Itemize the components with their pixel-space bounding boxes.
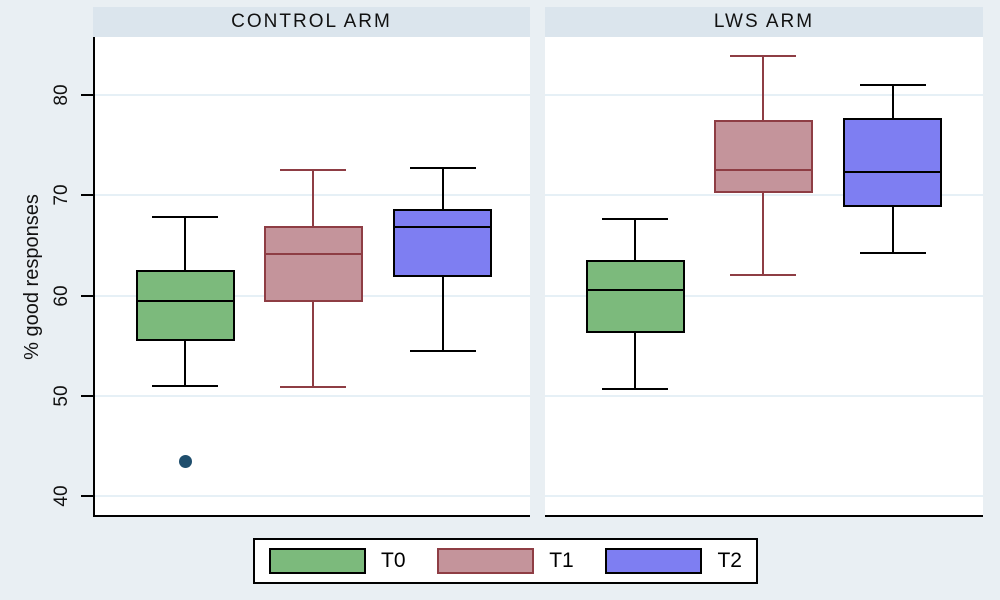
boxplot-t1-control-arm-box (263, 226, 363, 302)
boxplot-t0-lws-arm-box (585, 259, 685, 333)
t0-swatch (269, 548, 366, 574)
boxplot-t2-lws-arm-median (843, 171, 942, 174)
legend-item-t1: T1 (437, 548, 574, 574)
boxplot-t0-lws-arm-upper-cap (602, 218, 668, 221)
boxplot-t0-control-arm-upper-cap (152, 216, 218, 219)
boxplot-t2-control-arm-upper-cap (409, 167, 476, 170)
y-tick-40 (81, 495, 93, 498)
boxplot-t0-lws-arm-lower-cap (602, 387, 668, 390)
boxplot-t2-lws-arm-box (843, 118, 942, 208)
y-tick-60 (81, 294, 93, 297)
y-tick-label-50: 50 (51, 385, 72, 407)
legend-label-t1: T1 (549, 549, 574, 572)
boxplot-t1-lws-arm-box (713, 120, 813, 194)
gridline-70 (545, 194, 983, 197)
legend-label-t0: T0 (381, 549, 406, 572)
boxplot-t0-control-arm-outlier (178, 454, 192, 468)
boxplot-t1-control-arm-median (263, 252, 363, 255)
panel-title-lws-arm: LWS ARM (545, 7, 983, 37)
legend: T0 T1 T2 (253, 538, 758, 584)
boxplot-t1-control-arm-lower-cap (280, 385, 346, 388)
gridline-50 (95, 394, 530, 397)
boxplot-t2-control-arm-median (393, 226, 492, 229)
y-tick-label-60: 60 (51, 285, 72, 307)
boxplot-t1-lws-arm-upper-cap (730, 54, 796, 57)
boxplot-t1-control-arm-upper-cap (280, 169, 346, 172)
gridline-40 (545, 495, 983, 498)
boxplot-t0-control-arm-median (135, 299, 235, 302)
boxplot-t2-control-arm-box (393, 209, 492, 277)
boxplot-t1-lws-arm-lower-cap (730, 273, 796, 276)
boxplot-t1-lws-arm-median (713, 169, 813, 172)
legend-label-t2: T2 (717, 549, 742, 572)
boxplot-t0-control-arm-lower-cap (152, 384, 218, 387)
gridline-60 (545, 294, 983, 297)
t2-swatch (605, 548, 703, 574)
y-tick-label-80: 80 (51, 84, 72, 106)
boxplot-t2-lws-arm-lower-cap (859, 251, 926, 254)
panel-title-control-arm: CONTROL ARM (93, 7, 530, 37)
y-tick-80 (81, 94, 93, 96)
boxplot-t2-control-arm-lower-cap (409, 349, 476, 352)
gridline-50 (545, 394, 983, 397)
y-tick-50 (81, 394, 93, 397)
y-axis-title: % good responses (21, 194, 43, 360)
boxplot-t0-lws-arm-median (585, 288, 685, 291)
y-tick-label-70: 70 (51, 184, 72, 206)
legend-item-t2: T2 (605, 548, 742, 574)
y-tick-label-40: 40 (51, 485, 72, 507)
boxplot-t0-control-arm-box (135, 269, 235, 341)
gridline-40 (95, 495, 530, 498)
gridline-80 (95, 94, 530, 96)
gridline-80 (545, 94, 983, 96)
panel-control-arm (93, 37, 530, 517)
y-tick-70 (81, 194, 93, 197)
legend-item-t0: T0 (269, 548, 406, 574)
panel-lws-arm (545, 37, 983, 517)
boxplot-t2-lws-arm-upper-cap (859, 83, 926, 86)
t1-swatch (437, 548, 535, 574)
